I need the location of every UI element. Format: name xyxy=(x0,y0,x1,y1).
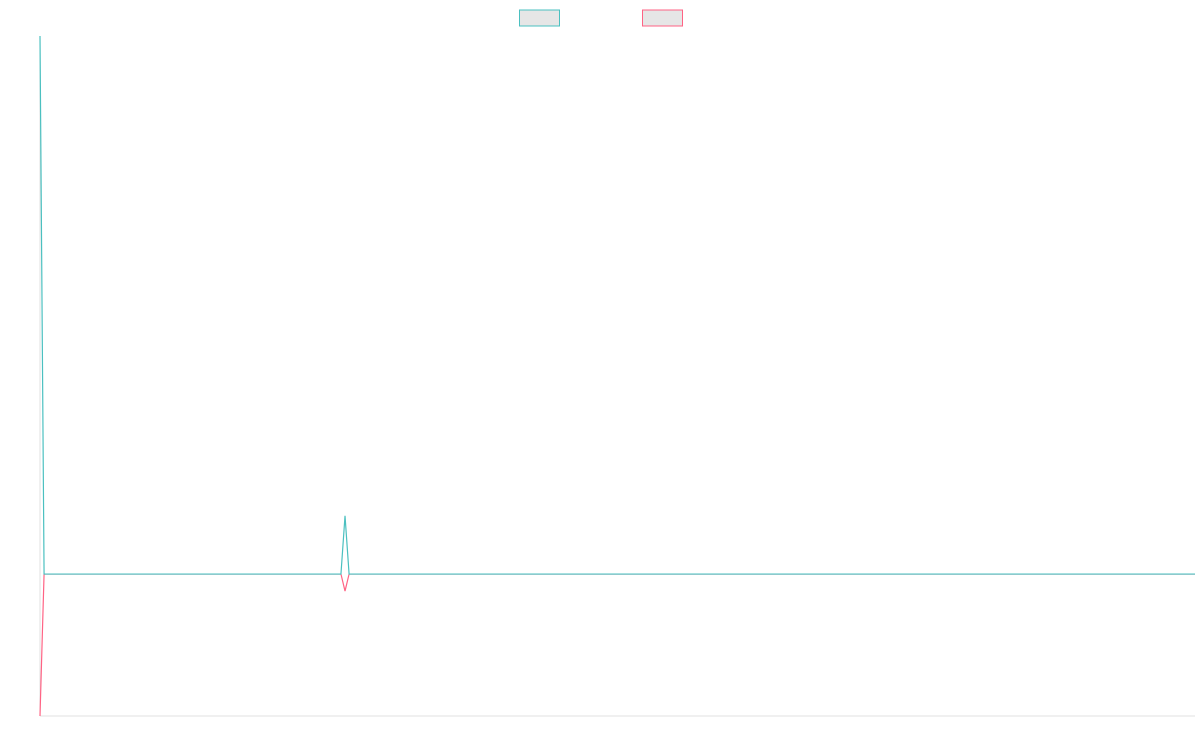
series-line xyxy=(39,573,1195,717)
legend-swatch[interactable] xyxy=(519,9,560,27)
series-line xyxy=(39,35,1195,575)
legend-swatch[interactable] xyxy=(642,9,683,27)
